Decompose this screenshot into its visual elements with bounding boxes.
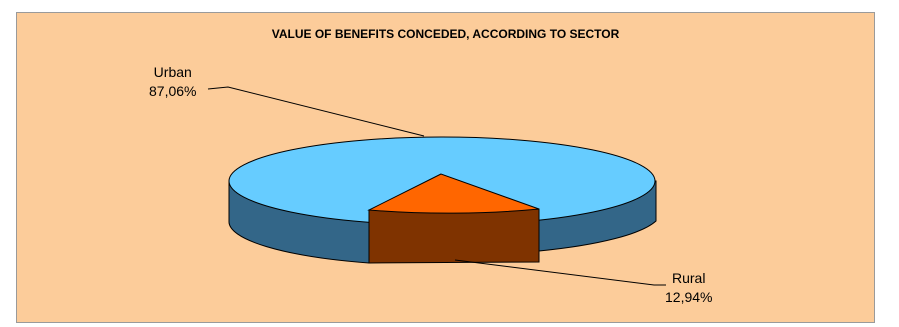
data-label-urban: Urban 87,06% xyxy=(149,63,196,101)
data-label-rural: Rural 12,94% xyxy=(665,269,712,307)
data-label-urban-name: Urban xyxy=(153,64,192,80)
leader-line-urban xyxy=(207,86,425,137)
data-label-rural-value: 12,94% xyxy=(665,289,713,305)
pie-slice-rural xyxy=(367,173,540,214)
pie-chart xyxy=(207,86,666,286)
data-label-urban-value: 87,06% xyxy=(149,83,197,99)
chart-title: VALUE OF BENEFITS CONCEDED, ACCORDING TO… xyxy=(271,27,620,41)
leader-line-rural xyxy=(454,259,666,286)
pie-slice-rural-side xyxy=(368,208,540,264)
chart-frame: VALUE OF BENEFITS CONCEDED, ACCORDING TO… xyxy=(16,12,875,323)
data-label-rural-name: Rural xyxy=(672,270,706,286)
